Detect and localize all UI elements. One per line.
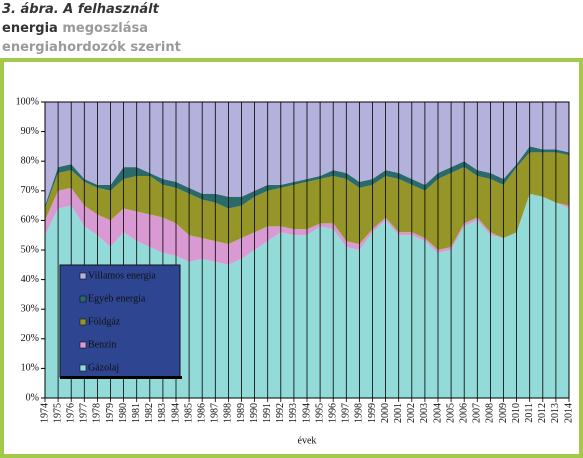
- x-tick-label: 1989: [236, 403, 247, 423]
- x-tick-label: 1975: [52, 403, 63, 423]
- legend-label: Egyéb energia: [88, 293, 146, 304]
- y-tick-label: 90%: [21, 126, 39, 137]
- y-tick-label: 80%: [21, 155, 39, 166]
- y-tick-label: 20%: [21, 333, 39, 344]
- x-tick-label: 1999: [367, 403, 378, 423]
- x-tick-label: 2007: [472, 403, 483, 423]
- y-tick-label: 30%: [21, 303, 39, 314]
- x-tick-label: 2013: [550, 403, 561, 423]
- y-tick-label: 10%: [21, 363, 39, 374]
- x-tick-label: 2009: [498, 403, 509, 423]
- x-tick-label: 1984: [170, 403, 181, 423]
- x-tick-label: 2005: [445, 403, 456, 423]
- x-tick-label: 1996: [327, 403, 338, 423]
- x-tick-label: 1982: [144, 403, 155, 423]
- x-tick-label: 1983: [157, 403, 168, 423]
- header-word: megoszlása: [62, 21, 149, 36]
- x-tick-label: 1985: [183, 403, 194, 423]
- x-tick-label: 1993: [288, 403, 299, 423]
- legend-label: Villamos energia: [88, 270, 156, 281]
- x-tick-label: 1987: [210, 403, 221, 423]
- x-tick-label: 2010: [511, 403, 522, 423]
- x-tick-label: 2000: [380, 403, 391, 423]
- legend-swatch: [79, 318, 87, 326]
- x-tick-label: 1977: [79, 403, 90, 423]
- x-tick-label: 1991: [262, 403, 273, 423]
- x-tick-label: 2006: [458, 403, 469, 423]
- header-line: energiahordozók szerint: [2, 40, 181, 55]
- x-tick-label: 1981: [131, 403, 142, 423]
- legend-label: Benzin: [88, 339, 116, 350]
- x-tick-label: 2012: [537, 403, 548, 423]
- x-tick-label: 1995: [314, 403, 325, 423]
- x-axis-label: évek: [298, 435, 317, 446]
- x-tick-label: 1974: [39, 403, 50, 423]
- legend-shadow: [60, 376, 182, 379]
- legend-label: Földgáz: [88, 316, 121, 327]
- legend-label: Gázolaj: [88, 362, 119, 373]
- x-tick-label: 2008: [485, 403, 496, 423]
- x-tick-label: 1988: [223, 403, 234, 423]
- x-tick-label: 2014: [563, 403, 574, 423]
- x-tick-label: 1997: [341, 403, 352, 423]
- x-tick-label: 1980: [118, 403, 129, 423]
- x-tick-label: 2002: [406, 403, 417, 423]
- plot-border: [44, 101, 570, 399]
- y-tick-label: 50%: [21, 244, 39, 255]
- frame: [0, 58, 583, 458]
- x-tick-label: 2004: [432, 403, 443, 423]
- x-tick-label: 1978: [92, 403, 103, 423]
- y-tick-label: 0%: [26, 392, 39, 403]
- legend: Gázolaj Benzin Földgáz Egyéb energia Villamo…: [59, 264, 182, 379]
- y-tick-label: 100%: [16, 96, 39, 107]
- legend-swatch: [79, 341, 87, 349]
- x-tick-label: 1986: [196, 403, 207, 423]
- y-tick-label: 60%: [21, 215, 39, 226]
- x-tick-label: 2001: [393, 403, 404, 423]
- x-tick-label: 1990: [249, 403, 260, 423]
- y-tick-label: 70%: [21, 185, 39, 196]
- legend-swatch: [79, 364, 87, 372]
- x-tick-label: 2011: [524, 403, 535, 423]
- x-tick-label: 1998: [354, 403, 365, 423]
- x-tick-label: 2003: [419, 403, 430, 423]
- header-line: energia megoszlása: [2, 21, 148, 36]
- legend-swatch: [79, 272, 87, 280]
- legend-swatch: [79, 295, 87, 303]
- header-line: 3. ábra. A felhasznált: [2, 2, 159, 17]
- header-word: energia: [2, 21, 58, 36]
- x-tick-label: 1979: [105, 403, 116, 423]
- x-tick-label: 1992: [275, 403, 286, 423]
- y-tick-label: 40%: [21, 274, 39, 285]
- x-tick-label: 1976: [65, 403, 76, 423]
- x-tick-label: 1994: [301, 403, 312, 423]
